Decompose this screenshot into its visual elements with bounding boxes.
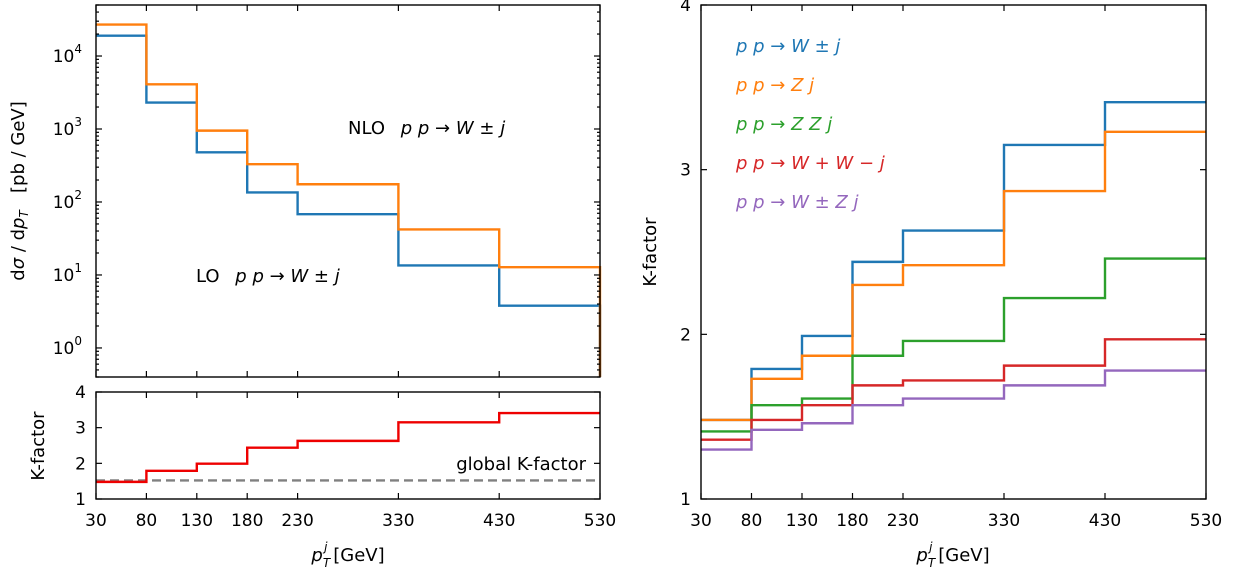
lo-annotation: LO p p → W ± j: [196, 266, 340, 287]
series-lo-line: [96, 34, 602, 377]
ratio-panel: 1 2 3 4 30 80 130 180 230 330 430 530 K-factor glo…: [28, 383, 616, 570]
ratio-x-axis-label: pTj [GeV]: [310, 540, 384, 570]
k-factor-y-tick-label: 4: [680, 0, 691, 16]
k-factor-plot-frame: [700, 4, 1207, 500]
ratio-x-axis: 30 80 130 180 230 330 430 530: [85, 392, 616, 531]
k-factor-y-tick-label: 2: [680, 325, 691, 345]
legend-entry-3: p p → W + W − j: [735, 153, 885, 174]
k-factor-series: [701, 100, 1206, 451]
k-factor-y-axis-label: K-factor: [640, 217, 661, 287]
ratio-x-tick-label: 130: [181, 511, 213, 531]
cross-section-series: [96, 23, 602, 377]
k-factor-series-0-line: [701, 100, 1206, 422]
cross-section-y-tick-label: 101: [53, 261, 82, 286]
ratio-x-tick-label: 80: [136, 511, 158, 531]
k-factor-y-tick-label: 1: [680, 490, 691, 510]
lo-annotation-prefix: LO: [196, 266, 220, 287]
legend-entry-0: p p → W ± j: [735, 36, 840, 57]
k-factor-legend: p p → W ± j p p → Z j p p → Z Z j p p → W +…: [735, 36, 885, 213]
cross-section-y-tick-label: 102: [53, 188, 82, 213]
ratio-x-tick-label: 530: [584, 511, 616, 531]
ratio-x-tick-label: 330: [382, 511, 414, 531]
k-factor-x-tick-label: 180: [836, 511, 868, 531]
k-factor-x-tick-label: 80: [741, 511, 763, 531]
cross-section-y-tick-label: 100: [53, 334, 82, 359]
cross-section-plot-frame: [95, 4, 601, 378]
cross-section-panel: 100 101 102 103 104 dσ / dpT [pb / GeV] NLO …: [8, 4, 602, 378]
ratio-y-tick-label: 4: [75, 383, 86, 403]
nlo-annotation-process: p p → W ± j: [400, 118, 505, 139]
ratio-series: [96, 411, 600, 484]
ratio-y-tick-label: 2: [75, 454, 86, 474]
k-factor-x-tick-label: 130: [786, 511, 818, 531]
k-factor-y-tick-label: 3: [680, 161, 691, 181]
nlo-annotation: NLO p p → W ± j: [348, 118, 505, 139]
k-factor-x-tick-label: 430: [1089, 511, 1121, 531]
ratio-x-tick-label: 180: [231, 511, 263, 531]
legend-entry-4: p p → W ± Z j: [735, 192, 858, 213]
ratio-y-tick-label: 3: [75, 419, 86, 439]
ratio-plot-frame: [95, 391, 601, 500]
series-nlo-line: [96, 23, 602, 377]
k-factor-x-tick-label: 230: [887, 511, 919, 531]
k-factor-series-3-line: [701, 338, 1206, 441]
k-factor-y-axis: 1 2 3 4: [680, 0, 1206, 510]
ratio-y-tick-label: 1: [75, 490, 86, 510]
k-factor-ratio-line: [96, 411, 600, 484]
cross-section-y-tick-label: 103: [53, 115, 82, 140]
k-factor-series-2-line: [701, 257, 1206, 433]
k-factor-series-1-line: [701, 130, 1206, 422]
lo-annotation-process: p p → W ± j: [234, 266, 339, 287]
cross-section-y-axis: 100 101 102 103 104: [53, 4, 601, 378]
ratio-reference-label: global K-factor: [456, 454, 586, 475]
ratio-x-tick-label: 430: [483, 511, 515, 531]
k-factor-panel: 1 2 3 4 30 80 130 180 230 330 430 530 K-factor pTj…: [640, 0, 1222, 570]
k-factor-x-tick-label: 330: [988, 511, 1020, 531]
ratio-x-tick-label: 30: [85, 511, 107, 531]
cross-section-y-axis-label: dσ / dpT [pb / GeV]: [8, 101, 31, 280]
cross-section-y-tick-label: 104: [53, 42, 82, 67]
ratio-x-tick-label: 230: [281, 511, 313, 531]
ratio-y-axis-label: K-factor: [28, 411, 49, 481]
k-factor-x-axis-label: pTj [GeV]: [915, 540, 989, 570]
k-factor-x-tick-label: 30: [690, 511, 712, 531]
ratio-y-axis: 1 2 3 4: [75, 383, 600, 510]
legend-entry-2: p p → Z Z j: [735, 114, 832, 135]
legend-entry-1: p p → Z j: [735, 75, 814, 96]
k-factor-series-4-line: [701, 369, 1206, 451]
nlo-annotation-prefix: NLO: [348, 118, 385, 139]
k-factor-x-axis: 30 80 130 180 230 330 430 530: [690, 5, 1222, 531]
k-factor-x-tick-label: 530: [1190, 511, 1222, 531]
